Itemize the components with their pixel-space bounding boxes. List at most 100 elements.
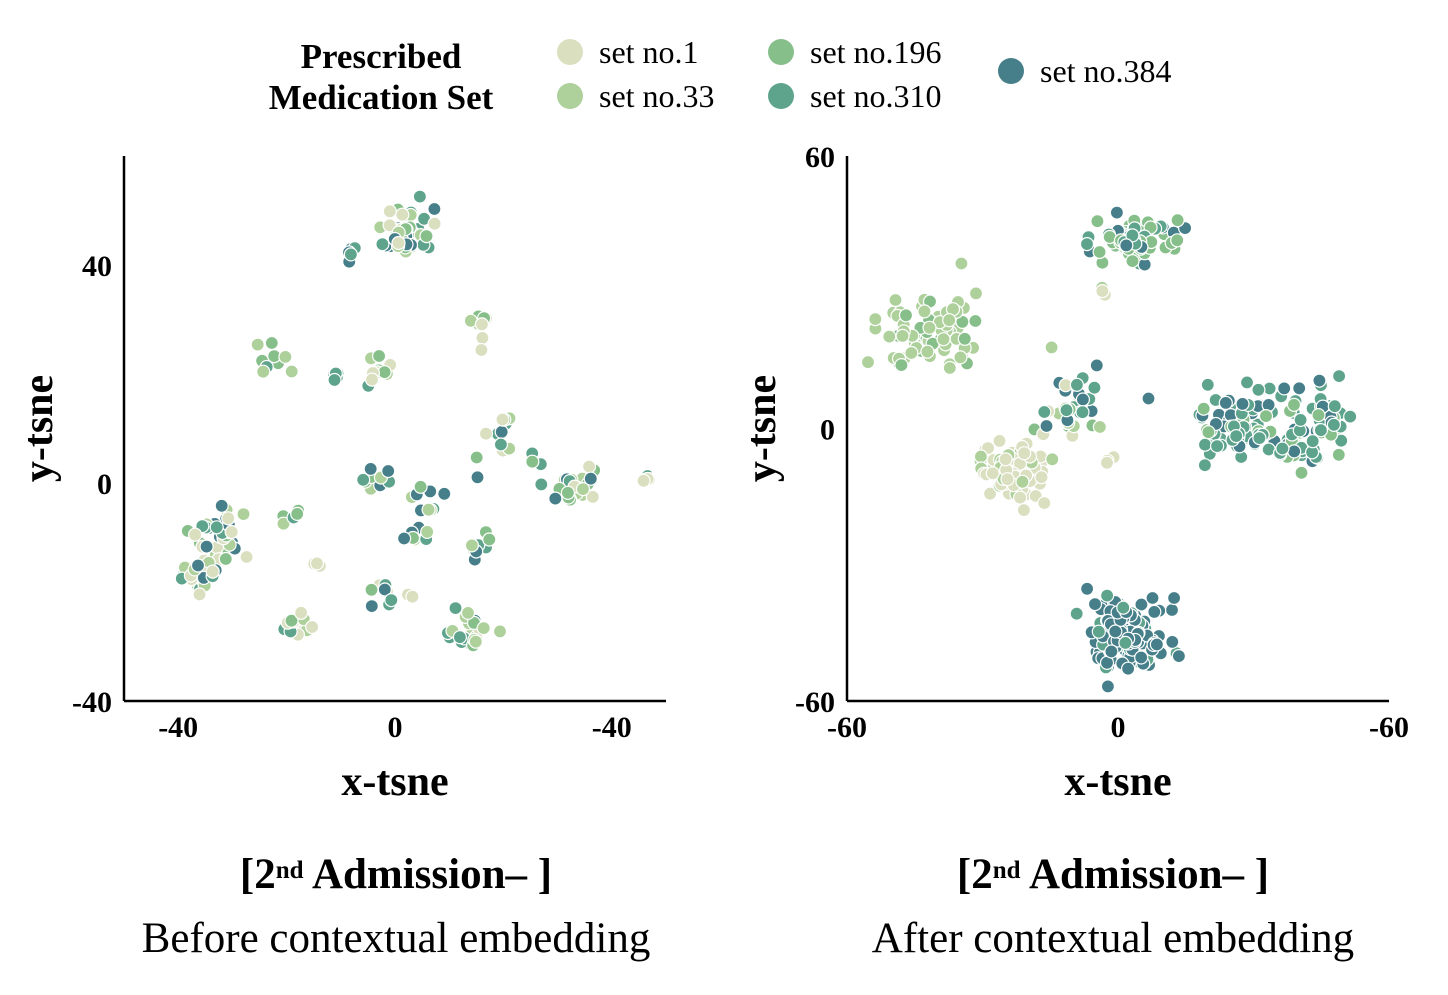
legend-marker	[557, 39, 583, 65]
point-set-no-1	[1017, 446, 1032, 461]
point-set-no-384	[190, 558, 206, 573]
point-set-no-310	[1343, 409, 1358, 424]
point-set-no-33	[973, 449, 989, 464]
point-set-no-33	[420, 524, 435, 540]
point-set-no-33	[492, 624, 508, 639]
legend-title-line2: Medication Set	[268, 78, 494, 117]
point-set-no-310	[1252, 431, 1267, 446]
point-set-no-384	[364, 598, 379, 614]
point-set-no-1	[1000, 472, 1015, 487]
point-set-no-196	[482, 532, 497, 547]
point-set-no-196	[560, 485, 576, 500]
point-set-no-384	[1108, 624, 1123, 639]
legend-item-set-33: set no.33	[557, 78, 715, 114]
point-set-no-310	[343, 247, 358, 262]
point-set-no-384	[583, 471, 598, 486]
point-set-no-1	[585, 489, 600, 504]
point-set-no-384	[1087, 596, 1103, 612]
point-set-no-310	[1118, 635, 1133, 651]
legend-item-set-196: set no.196	[768, 34, 942, 70]
point-set-no-310	[1197, 458, 1213, 473]
x-tick-label: -40	[592, 711, 632, 744]
point-set-no-384	[1109, 205, 1125, 220]
point-set-no-196	[364, 582, 379, 597]
caption-right-subtitle: After contextual embedding	[871, 915, 1355, 962]
point-set-no-1	[636, 473, 651, 488]
x-tick-label: -40	[158, 711, 198, 744]
point-set-no-1	[309, 556, 325, 571]
point-set-no-33	[421, 502, 436, 517]
legend-label: set no.1	[599, 33, 699, 70]
point-set-no-384	[1039, 418, 1054, 434]
caption-right: [2nd Admission– ] After contextual embed…	[753, 850, 1448, 964]
point-set-no-310	[534, 477, 549, 492]
point-set-no-33	[942, 360, 957, 376]
legend-item-set-310: set no.310	[768, 78, 942, 114]
point-set-no-384	[1164, 602, 1180, 618]
point-set-no-196	[1258, 409, 1274, 424]
point-set-no-196	[218, 551, 233, 567]
point-set-no-310	[375, 237, 390, 252]
point-set-no-33	[1044, 340, 1059, 355]
point-set-no-1	[998, 452, 1013, 467]
point-set-no-1	[364, 372, 380, 387]
point-set-no-33	[468, 634, 483, 649]
point-set-no-310	[1305, 434, 1320, 449]
point-set-no-310	[412, 189, 427, 204]
point-set-no-310	[1069, 377, 1085, 392]
point-set-no-196	[957, 331, 972, 346]
point-set-no-310	[493, 437, 508, 452]
point-set-no-196	[1092, 244, 1107, 260]
point-set-no-1	[294, 605, 309, 620]
point-set-no-196	[419, 229, 434, 244]
legend-marker	[557, 83, 583, 109]
point-set-no-384	[214, 498, 229, 513]
point-set-no-1	[992, 433, 1007, 448]
point-set-no-196	[290, 506, 305, 522]
x-tick-label: -60	[827, 711, 867, 744]
point-set-no-384	[1171, 648, 1187, 664]
point-set-no-1	[1037, 496, 1052, 511]
point-set-no-1	[382, 204, 397, 219]
point-set-no-33	[575, 482, 591, 497]
point-set-no-196	[372, 348, 387, 364]
point-set-no-1	[427, 216, 442, 231]
point-set-no-1	[405, 589, 420, 604]
point-set-no-310	[1069, 606, 1084, 621]
point-set-no-33	[1092, 419, 1108, 435]
caption-left-subtitle: Before contextual embedding	[141, 915, 651, 962]
point-set-no-1	[495, 412, 510, 427]
legend-marker	[998, 58, 1024, 84]
points	[860, 205, 1358, 694]
point-set-no-384	[1100, 679, 1116, 694]
point-set-no-33	[917, 304, 932, 319]
point-set-no-384	[1312, 373, 1327, 388]
point-set-no-196	[264, 335, 279, 351]
point-set-no-384	[199, 539, 214, 554]
point-set-no-384	[1134, 597, 1149, 612]
scatter-plot-1: -40 0 -40 -40 0 40 x-tsne y-tsne	[16, 156, 666, 805]
point-set-no-33	[888, 292, 903, 308]
point-set-no-33	[868, 312, 883, 327]
point-set-no-33	[920, 344, 935, 359]
point-set-no-384	[494, 424, 509, 439]
point-set-no-384	[1277, 381, 1292, 396]
point-set-no-33	[895, 328, 910, 343]
point-set-no-310	[209, 520, 224, 535]
legend-item-set-1: set no.1	[557, 34, 699, 70]
point-set-no-1	[239, 549, 254, 565]
point-set-no-384	[1235, 396, 1250, 411]
point-set-no-196	[1090, 214, 1105, 229]
point-set-no-310	[452, 630, 467, 645]
point-set-no-33	[968, 286, 984, 301]
point-set-no-196	[413, 479, 428, 494]
point-set-no-1	[192, 587, 207, 602]
point-set-no-1	[1099, 455, 1115, 470]
point-set-no-310	[1075, 405, 1090, 420]
point-set-no-196	[1196, 401, 1211, 416]
y-tick-label: 0	[820, 414, 835, 447]
point-set-no-384	[381, 463, 396, 479]
point-set-no-33	[464, 538, 479, 553]
point-set-no-384	[1287, 444, 1302, 459]
point-set-no-33	[922, 320, 937, 335]
